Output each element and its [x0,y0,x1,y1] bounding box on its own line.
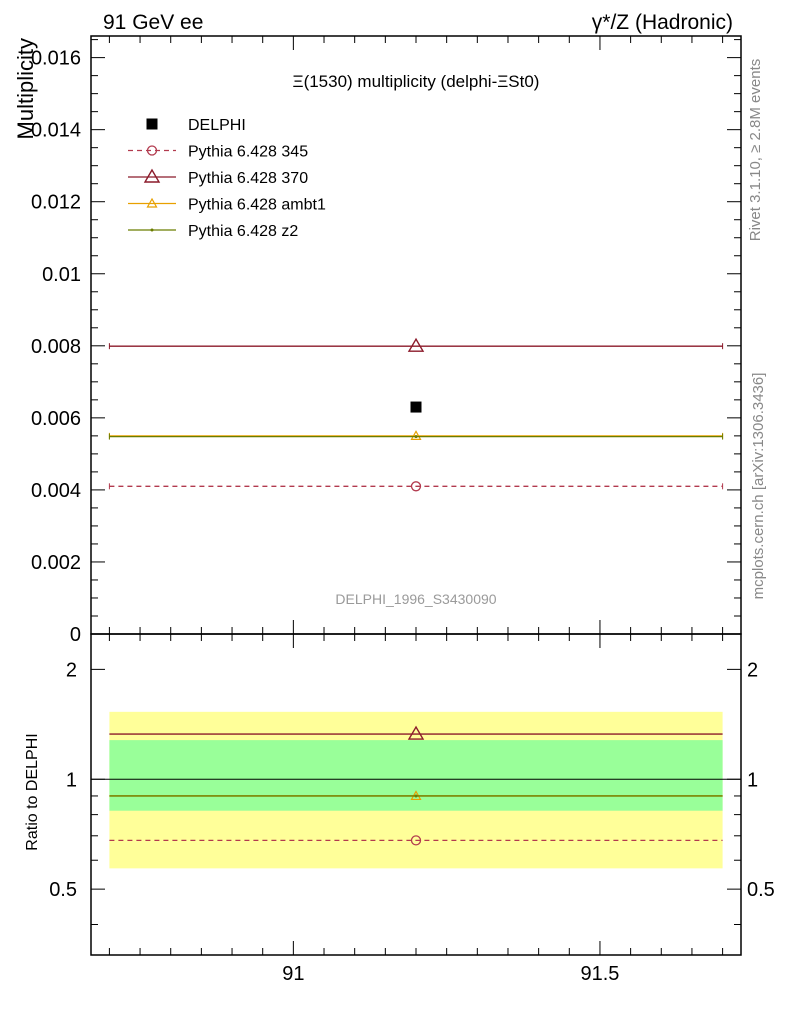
legend-label-data: DELPHI [188,117,246,134]
point-ambt1 [410,430,422,440]
rivet-label: Rivet 3.1.10, ≥ 2.8M events [747,59,764,242]
legend-marker-z2 [150,228,154,232]
mcplots-label: mcplots.cern.ch [arXiv:1306.3436] [750,373,767,600]
y-tick-label: 0 [70,624,81,646]
chart-title: Ξ(1530) multiplicity (delphi-ΞSt0) [293,72,540,91]
legend-label-z2: Pythia 6.428 z2 [188,223,298,240]
ratio-y-tick-label-right: 1 [747,769,758,791]
x-tick-label: 91 [282,963,304,985]
y-axis-label: Multiplicity [13,38,38,139]
ratio-point-z2 [414,794,418,798]
legend-marker-p370 [143,168,161,183]
legend-marker-ambt1 [146,197,158,208]
ratio-bands [109,711,723,869]
main-axis-ticks: 0 0.002 0.004 0.006 0.008 0.01 0.012 0.014 0.016 [31,36,741,646]
main-panel: 0 0.002 0.004 0.006 0.008 0.01 0.012 0.014 0.016… [13,35,742,646]
y-tick-label: 0.004 [31,480,81,502]
legend-label-p370: Pythia 6.428 370 [188,170,308,187]
ratio-series-layer [91,725,741,846]
legend-label-ambt1: Pythia 6.428 ambt1 [188,197,326,214]
ratio-y-tick-label-right: 2 [747,659,758,681]
y-tick-label: 0.014 [31,120,81,142]
x-tick-label: 91.5 [580,963,619,985]
ratio-y-axis-label: Ratio to DELPHI [24,733,41,850]
point-z2 [414,435,418,439]
y-tick-label: 0.006 [31,408,81,430]
point-p370 [407,337,425,352]
point-p345 [410,481,422,492]
ratio-point-p370 [407,725,425,740]
analysis-label: DELPHI_1996_S3430090 [335,591,496,607]
legend-marker-p345 [146,145,158,156]
y-tick-label: 0.012 [31,192,81,214]
ratio-y-tick-label: 1 [66,769,77,791]
y-tick-label: 0.01 [42,264,81,286]
y-tick-label: 0.002 [31,552,81,574]
legend-label-p345: Pythia 6.428 345 [188,144,308,161]
ratio-band-inner [109,740,723,811]
ratio-y-tick-label: 0.5 [49,879,77,901]
ratio-point-p345 [410,835,422,846]
ratio-panel: 91 91.5 0.5 0.5 1 1 2 2 Ratio to DELPHI [24,633,775,985]
main-series-layer [108,337,724,492]
y-tick-label: 0.016 [31,48,81,70]
legend: DELPHI Pythia 6.428 345 Pythia 6.428 370 Py… [128,117,326,240]
header-right-label: γ*/Z (Hadronic) [592,11,733,34]
legend-marker-data [146,118,158,130]
point-data [410,401,422,413]
header-left-label: 91 GeV ee [103,11,203,34]
y-tick-label: 0.008 [31,336,81,358]
ratio-y-tick-label: 2 [66,659,77,681]
ratio-y-tick-label-right: 0.5 [747,879,775,901]
